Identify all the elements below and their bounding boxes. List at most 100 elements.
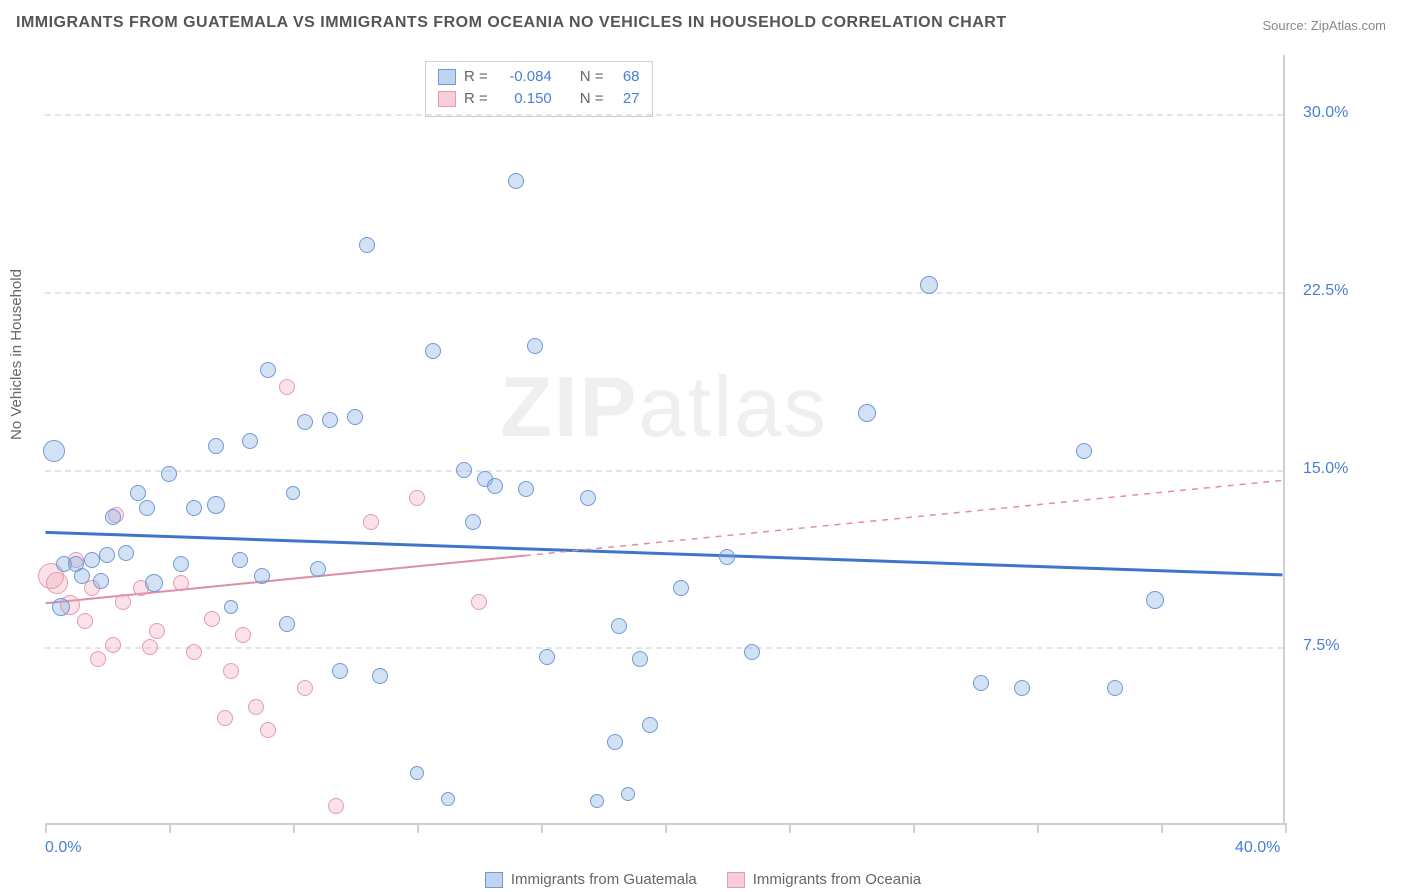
scatter-point-blue bbox=[105, 509, 121, 525]
scatter-point-blue bbox=[465, 514, 481, 530]
scatter-point-blue bbox=[518, 481, 534, 497]
legend-swatch-pink bbox=[727, 872, 745, 888]
scatter-point-pink bbox=[186, 644, 202, 660]
stat-r-value: -0.084 bbox=[496, 66, 552, 88]
scatter-point-pink bbox=[260, 722, 276, 738]
bottom-legend: Immigrants from Guatemala Immigrants fro… bbox=[0, 871, 1406, 888]
scatter-point-blue bbox=[590, 794, 604, 808]
y-tick-label: 7.5% bbox=[1303, 637, 1339, 655]
stat-n-value: 27 bbox=[612, 88, 640, 110]
chart-title: IMMIGRANTS FROM GUATEMALA VS IMMIGRANTS … bbox=[16, 14, 1007, 32]
x-tick bbox=[913, 823, 915, 833]
scatter-point-blue bbox=[1014, 680, 1030, 696]
scatter-point-blue bbox=[118, 545, 134, 561]
stats-row: R = -0.084 N = 68 bbox=[438, 66, 640, 88]
scatter-point-blue bbox=[130, 485, 146, 501]
scatter-point-blue bbox=[52, 598, 70, 616]
scatter-point-pink bbox=[115, 594, 131, 610]
watermark: ZIPatlas bbox=[500, 359, 828, 457]
x-tick-label: 40.0% bbox=[1235, 839, 1280, 857]
scatter-point-blue bbox=[359, 237, 375, 253]
x-tick bbox=[789, 823, 791, 833]
stat-r-label: R = bbox=[464, 66, 488, 88]
scatter-point-blue bbox=[372, 668, 388, 684]
scatter-point-pink bbox=[204, 611, 220, 627]
scatter-point-blue bbox=[286, 486, 300, 500]
scatter-point-blue bbox=[74, 568, 90, 584]
scatter-point-pink bbox=[279, 379, 295, 395]
scatter-point-blue bbox=[173, 556, 189, 572]
scatter-point-pink bbox=[223, 663, 239, 679]
x-tick bbox=[1285, 823, 1287, 833]
scatter-point-pink bbox=[46, 572, 68, 594]
scatter-point-pink bbox=[142, 639, 158, 655]
scatter-point-blue bbox=[487, 478, 503, 494]
scatter-point-pink bbox=[77, 613, 93, 629]
scatter-point-blue bbox=[145, 574, 163, 592]
scatter-point-pink bbox=[248, 699, 264, 715]
source-citation: Source: ZipAtlas.com bbox=[1262, 18, 1386, 33]
scatter-point-blue bbox=[539, 649, 555, 665]
scatter-point-blue bbox=[456, 462, 472, 478]
stat-n-label: N = bbox=[580, 66, 604, 88]
scatter-point-blue bbox=[43, 440, 65, 462]
scatter-point-blue bbox=[242, 433, 258, 449]
scatter-point-blue bbox=[332, 663, 348, 679]
x-tick bbox=[1037, 823, 1039, 833]
stat-n-value: 68 bbox=[612, 66, 640, 88]
scatter-point-blue bbox=[99, 547, 115, 563]
trend-lines-svg bbox=[45, 55, 1283, 823]
grid-line bbox=[45, 470, 1283, 472]
scatter-point-pink bbox=[235, 627, 251, 643]
y-axis-label: No Vehicles in Household bbox=[8, 269, 25, 440]
scatter-point-pink bbox=[105, 637, 121, 653]
scatter-point-blue bbox=[279, 616, 295, 632]
legend-swatch-pink bbox=[438, 91, 456, 107]
scatter-point-pink bbox=[409, 490, 425, 506]
legend-swatch-blue bbox=[438, 69, 456, 85]
scatter-point-pink bbox=[173, 575, 189, 591]
scatter-point-blue bbox=[744, 644, 760, 660]
scatter-point-blue bbox=[93, 573, 109, 589]
scatter-point-blue bbox=[84, 552, 100, 568]
scatter-point-blue bbox=[580, 490, 596, 506]
scatter-point-blue bbox=[208, 438, 224, 454]
legend-item: Immigrants from Guatemala bbox=[485, 871, 697, 888]
x-tick bbox=[417, 823, 419, 833]
scatter-point-blue bbox=[139, 500, 155, 516]
scatter-point-blue bbox=[719, 549, 735, 565]
x-tick bbox=[169, 823, 171, 833]
scatter-point-blue bbox=[207, 496, 225, 514]
scatter-point-blue bbox=[322, 412, 338, 428]
scatter-point-blue bbox=[1076, 443, 1092, 459]
scatter-point-blue bbox=[347, 409, 363, 425]
scatter-point-blue bbox=[1107, 680, 1123, 696]
scatter-point-blue bbox=[673, 580, 689, 596]
x-tick bbox=[665, 823, 667, 833]
x-tick bbox=[1161, 823, 1163, 833]
scatter-point-blue bbox=[632, 651, 648, 667]
stat-r-value: 0.150 bbox=[496, 88, 552, 110]
stats-legend-box: R = -0.084 N = 68 R = 0.150 N = 27 bbox=[425, 61, 653, 117]
scatter-point-pink bbox=[90, 651, 106, 667]
y-tick-label: 22.5% bbox=[1303, 282, 1348, 300]
legend-label: Immigrants from Oceania bbox=[753, 871, 921, 888]
scatter-point-blue bbox=[232, 552, 248, 568]
scatter-point-blue bbox=[161, 466, 177, 482]
scatter-point-blue bbox=[920, 276, 938, 294]
scatter-point-blue bbox=[224, 600, 238, 614]
scatter-point-pink bbox=[328, 798, 344, 814]
scatter-point-pink bbox=[363, 514, 379, 530]
scatter-point-pink bbox=[217, 710, 233, 726]
scatter-point-blue bbox=[254, 568, 270, 584]
scatter-point-blue bbox=[858, 404, 876, 422]
x-tick-label: 0.0% bbox=[45, 839, 81, 857]
scatter-point-pink bbox=[471, 594, 487, 610]
scatter-point-blue bbox=[260, 362, 276, 378]
x-tick bbox=[45, 823, 47, 833]
stat-r-label: R = bbox=[464, 88, 488, 110]
scatter-point-blue bbox=[310, 561, 326, 577]
scatter-point-blue bbox=[973, 675, 989, 691]
x-tick bbox=[293, 823, 295, 833]
grid-line bbox=[45, 647, 1283, 649]
